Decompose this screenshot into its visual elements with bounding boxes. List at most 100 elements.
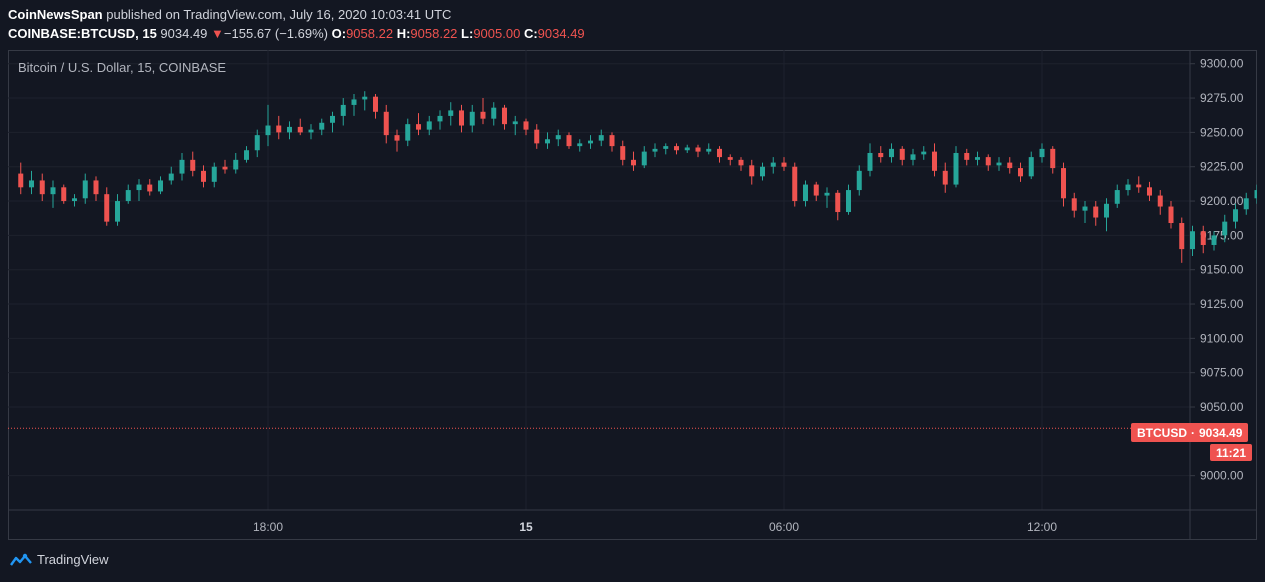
candle-body (545, 139, 550, 144)
candle-body (394, 135, 400, 141)
author-name[interactable]: CoinNewsSpan (8, 7, 103, 22)
candle-body (813, 184, 819, 196)
candle-body (1039, 148, 1045, 158)
close-label: C: (523, 26, 538, 41)
candle-body (792, 166, 798, 202)
chart-frame[interactable] (8, 50, 1257, 540)
candle-body (652, 148, 658, 152)
tradingview-logo-icon (10, 553, 32, 566)
candle-body (340, 104, 346, 116)
x-tick-label: 12:00 (1027, 520, 1057, 534)
candle-body (1147, 187, 1152, 196)
candle-body (1243, 198, 1249, 210)
candle-body (867, 152, 873, 171)
candle-body (684, 147, 690, 151)
y-tick-label: 9200.00 (1200, 194, 1244, 208)
candle-body (1071, 198, 1077, 211)
candle-body (1007, 162, 1013, 169)
candle-body (448, 110, 454, 116)
candle-body (287, 126, 292, 133)
candle-body (695, 147, 701, 152)
candle-body (964, 152, 970, 160)
candle-body (1114, 190, 1120, 204)
candle-body (233, 159, 239, 170)
candle-body (426, 121, 432, 130)
y-tick-label: 9050.00 (1200, 400, 1244, 414)
candle-body (588, 140, 593, 144)
symbol-label: COINBASE:BTCUSD, 15 (8, 26, 157, 41)
candle-body (1200, 231, 1206, 245)
candlestick-chart[interactable]: 9300.00 9275.00 9250.00 9225.00 9200.00 9175.… (8, 50, 1257, 540)
open-label: O: (331, 26, 347, 41)
candle-body (39, 180, 45, 195)
candle-body (824, 192, 830, 196)
candle-body (846, 190, 851, 213)
candle-body (136, 184, 142, 191)
publisher-line: CoinNewsSpan published on TradingView.co… (8, 7, 451, 22)
x-tick-label: 15 (519, 520, 533, 534)
candle-body (523, 121, 529, 130)
candle-body (147, 184, 153, 192)
x-tick-label: 06:00 (769, 520, 799, 534)
y-tick-label: 9075.00 (1200, 366, 1244, 380)
y-tick-label: 9150.00 (1200, 263, 1244, 277)
high-label: H: (396, 26, 411, 41)
candle-body (72, 198, 77, 202)
candle-body (609, 135, 615, 147)
candle-body (351, 99, 357, 105)
y-tick-label: 9225.00 (1200, 160, 1244, 174)
candle-body (383, 111, 389, 136)
candle-body (856, 170, 862, 191)
candle-body (190, 159, 196, 171)
candle-body (405, 124, 411, 141)
candle-body (416, 124, 421, 130)
candle-body (254, 135, 260, 151)
candle-body (330, 115, 335, 123)
price-tag-value: 9034.49 (1199, 425, 1243, 440)
candle-body (555, 135, 561, 140)
candle-body (985, 157, 991, 166)
candle-body (201, 170, 206, 182)
candle-body (996, 162, 1002, 166)
candle-body (93, 180, 99, 195)
candle-body (760, 166, 765, 177)
candle-body (244, 150, 249, 160)
candle-body (598, 135, 604, 141)
candle-body (512, 121, 518, 125)
y-tick-label: 9100.00 (1200, 331, 1244, 345)
candle-body (308, 129, 314, 133)
close-value: 9034.49 (537, 26, 585, 41)
quote-line: COINBASE:BTCUSD, 15 9034.49 ▼−155.67 (−1… (8, 26, 585, 41)
open-value: 9058.22 (346, 26, 394, 41)
candle-body (373, 96, 378, 112)
candle-body (297, 126, 303, 133)
low-label: L: (461, 26, 474, 41)
candle-body (1104, 203, 1109, 218)
down-arrow-icon: ▼ (211, 26, 224, 41)
y-tick-label: 9275.00 (1200, 91, 1244, 105)
candle-body (727, 157, 733, 160)
candle-body (179, 159, 185, 174)
brand-label: TradingView (37, 552, 109, 567)
candle-body (1233, 209, 1238, 222)
candle-body (1222, 221, 1228, 236)
candle-body (115, 201, 120, 222)
candle-body (942, 170, 948, 185)
candle-body (781, 162, 787, 167)
candle-body (1179, 223, 1185, 250)
candle-body (362, 96, 368, 100)
candle-body (770, 162, 776, 167)
candle-body (82, 180, 88, 199)
candle-body (932, 151, 937, 171)
candle-body (738, 159, 744, 166)
candle-body (1061, 168, 1066, 199)
candle-body (889, 148, 894, 158)
tradingview-brand[interactable]: TradingView (10, 552, 109, 567)
candle-body (276, 125, 282, 133)
candle-body (61, 187, 67, 202)
candle-body (749, 165, 755, 177)
candle-body (1136, 184, 1142, 188)
published-text: published on TradingView.com, July 16, 2… (102, 7, 452, 22)
candle-body (835, 192, 841, 213)
candle-body (620, 146, 626, 160)
